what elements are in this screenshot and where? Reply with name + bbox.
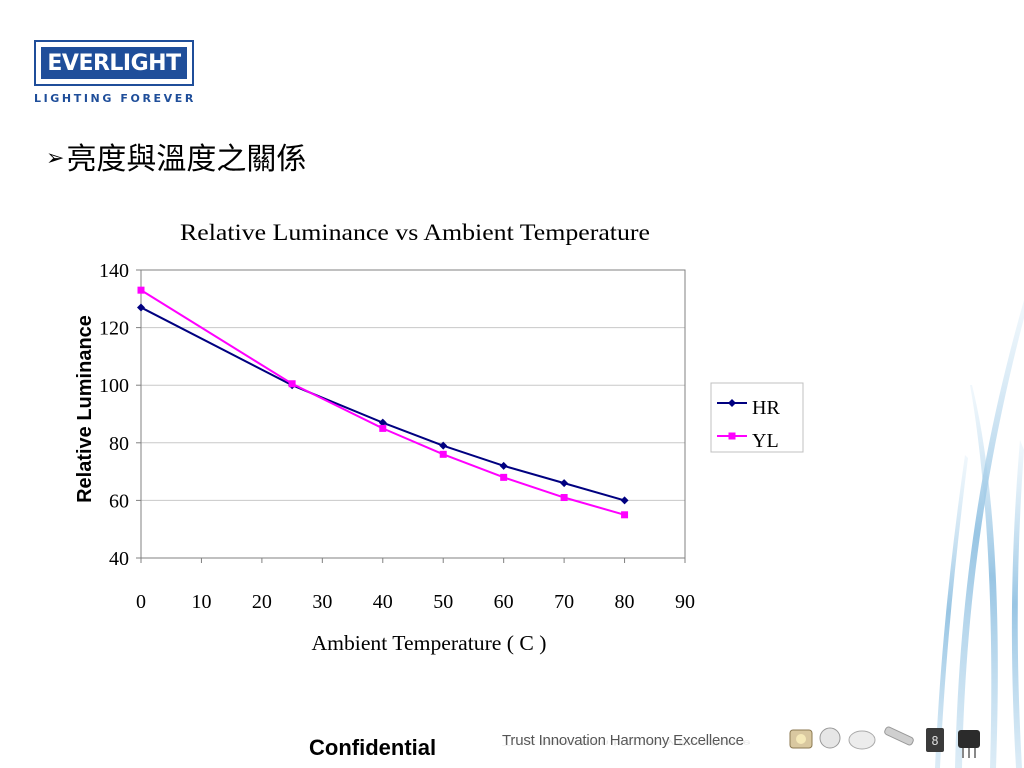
x-tick-label: 30 — [312, 591, 332, 613]
slogan-reflection: Trust Innovation Harmony Excellence — [502, 738, 751, 748]
yl-point-6 — [621, 511, 629, 519]
seven-segment-digit-icon: 8 — [931, 734, 938, 748]
series-yl — [137, 286, 629, 519]
grass-blade-3 — [1011, 440, 1024, 768]
y-tick-label: 80 — [109, 433, 129, 455]
gridlines — [141, 327, 685, 501]
x-tick-label: 50 — [433, 591, 453, 613]
logo-tagline: LIGHTING FOREVER — [34, 92, 196, 105]
hr-point-0 — [137, 303, 145, 312]
x-tick-label: 20 — [252, 591, 272, 613]
hr-point-legend — [728, 399, 736, 407]
everlight-logo: EVERLIGHT LIGHTING FOREVER — [34, 40, 196, 105]
y-axis-ticks: 40 60 80 100 120 140 — [99, 260, 141, 570]
yl-point-0 — [137, 286, 145, 294]
grass-blade-1 — [955, 300, 1024, 768]
series-layer — [137, 286, 629, 519]
yl-point-1 — [288, 380, 296, 388]
yl-point-legend — [728, 432, 736, 440]
x-tick-label: 90 — [675, 591, 695, 613]
yl-point-5 — [560, 494, 568, 502]
hr-point-6 — [620, 496, 629, 505]
yl-point-4 — [500, 473, 508, 481]
legend-label-yl: YL — [752, 430, 779, 452]
yl-point-2 — [379, 424, 387, 432]
legend-box — [710, 382, 804, 453]
x-axis-label: Ambient Temperature ( C ) — [312, 631, 547, 655]
led-strip-icon — [884, 726, 914, 746]
hr-point-5 — [560, 479, 569, 488]
plot-area-frame — [140, 269, 686, 559]
x-tick-label: 40 — [373, 591, 393, 613]
y-tick-label: 60 — [109, 490, 129, 512]
logo-brand: EVERLIGHT — [41, 47, 187, 79]
x-tick-label: 0 — [136, 591, 146, 613]
led-dome-icon — [848, 730, 876, 750]
hr-point-4 — [499, 461, 508, 470]
x-tick-label: 80 — [615, 591, 635, 613]
grass-blade-4 — [935, 455, 968, 768]
logo-box: EVERLIGHT — [34, 40, 194, 86]
y-tick-label: 40 — [109, 548, 129, 570]
x-tick-label: 60 — [494, 591, 514, 613]
y-axis-label: Relative Luminance — [74, 315, 96, 503]
y-tick-label: 120 — [99, 318, 129, 340]
ir-sensor-icon — [958, 730, 980, 748]
heading-text: 亮度與溫度之關係 — [66, 142, 307, 177]
grass-blade-2 — [970, 385, 998, 768]
x-tick-label: 10 — [191, 591, 211, 613]
led-products-graphic: 8 — [789, 726, 980, 758]
chart-title: Relative Luminance vs Ambient Temperatur… — [180, 220, 650, 245]
y-tick-label: 140 — [99, 260, 129, 282]
hr-point-3 — [439, 441, 448, 450]
arrow-bullet-icon: ➢ — [46, 146, 65, 171]
slogan-text: Trust Innovation Harmony Excellence — [502, 732, 744, 749]
x-tick-label: 70 — [554, 591, 574, 613]
chart-legend: HR YL — [710, 382, 804, 453]
led-round-icon — [819, 727, 841, 749]
led-lens-icon — [796, 734, 806, 744]
series-line-yl — [140, 289, 625, 516]
yl-point-3 — [439, 450, 447, 458]
hr-point-2 — [378, 418, 387, 427]
x-axis-ticks: 0 10 20 30 40 50 60 70 80 90 — [136, 558, 695, 613]
legend-label-hr: HR — [752, 397, 780, 419]
slide-heading: ➢亮度與溫度之關係 — [46, 134, 306, 178]
confidential-label: Confidential — [309, 735, 437, 760]
seven-segment-display-icon — [926, 728, 944, 752]
series-line-hr — [140, 306, 625, 502]
y-tick-label: 100 — [99, 375, 129, 397]
